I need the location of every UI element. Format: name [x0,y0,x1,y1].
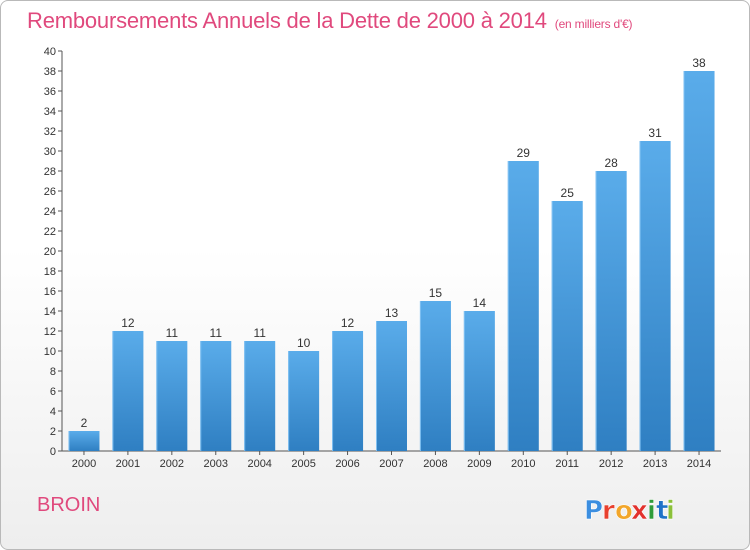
data-label: 11 [210,326,223,340]
y-tick-label: 32 [44,126,56,138]
title-text: Remboursements Annuels de la Dette de 20… [27,8,547,33]
bar-2011 [551,201,583,451]
data-label: 25 [561,186,575,200]
bar-2008 [419,301,451,451]
x-tick-label: 2002 [160,458,184,470]
commune-name: BROIN [37,494,101,516]
x-tick-label: 2004 [247,458,271,470]
bar-2007 [376,321,407,451]
data-label: 38 [692,56,706,70]
x-tick-label: 2013 [643,458,667,470]
bar-2005 [288,351,320,451]
x-tick-label: 2009 [467,458,491,470]
logo-letter: P [584,496,603,526]
bar-2014 [683,71,715,451]
y-tick-label: 24 [44,206,56,218]
x-tick-label: 2005 [291,458,315,470]
y-tick-label: 12 [44,326,56,338]
data-label: 29 [517,146,531,160]
y-tick-label: 8 [50,366,56,378]
y-tick-label: 30 [44,146,56,158]
logo-letter: r [602,496,615,526]
bar-2006 [332,331,364,451]
y-tick-label: 28 [44,166,56,178]
x-tick-label: 2011 [555,458,579,470]
y-tick-label: 36 [44,86,56,98]
chart-title: Remboursements Annuels de la Dette de 20… [27,8,633,34]
logo-letter: i [647,496,656,526]
x-tick-label: 2007 [379,458,403,470]
x-tick-label: 2008 [423,458,447,470]
data-label: 31 [648,126,662,140]
x-tick-label: 2014 [687,458,711,470]
bar-2012 [595,171,627,451]
unit-note: (en milliers d'€) [554,17,633,31]
x-tick-label: 2003 [204,458,228,470]
logo-letter: o [615,496,633,526]
logo-letter: x [631,496,648,526]
y-tick-label: 20 [44,246,56,258]
bar-2003 [200,341,232,451]
bar-2002 [156,341,188,451]
data-label: 11 [166,326,179,340]
y-tick-label: 0 [50,446,56,458]
data-label: 2 [81,416,88,430]
bar-2001 [112,331,144,451]
y-tick-label: 26 [44,186,56,198]
bar-2010 [507,161,539,451]
bar-2013 [639,141,671,451]
data-label: 15 [429,286,443,300]
y-tick-label: 6 [50,386,56,398]
y-tick-label: 14 [44,306,56,318]
y-tick-label: 34 [44,106,56,118]
bar-2009 [463,311,495,451]
data-label: 12 [121,316,135,330]
y-tick-label: 16 [44,286,56,298]
y-tick-label: 40 [44,46,56,58]
logo-letter: i [666,496,675,526]
x-tick-label: 2010 [511,458,535,470]
x-tick-label: 2006 [335,458,359,470]
data-label: 13 [385,306,399,320]
x-tick-label: 2001 [116,458,140,470]
data-label: 10 [297,336,311,350]
y-tick-label: 10 [44,346,56,358]
proxiti-logo: Pr ox i ti [584,496,675,527]
y-tick-label: 38 [44,66,56,78]
data-label: 28 [604,156,618,170]
y-tick-label: 2 [50,426,56,438]
data-label: 11 [253,326,266,340]
logo-letter: t [656,496,668,526]
data-label: 12 [341,316,355,330]
bar-2000 [68,431,100,451]
data-label: 14 [473,296,487,310]
y-tick-label: 18 [44,266,56,278]
y-tick-label: 4 [50,406,56,418]
x-tick-label: 2000 [72,458,96,470]
bar-2004 [244,341,276,451]
y-tick-label: 22 [44,226,56,238]
x-tick-label: 2012 [599,458,623,470]
